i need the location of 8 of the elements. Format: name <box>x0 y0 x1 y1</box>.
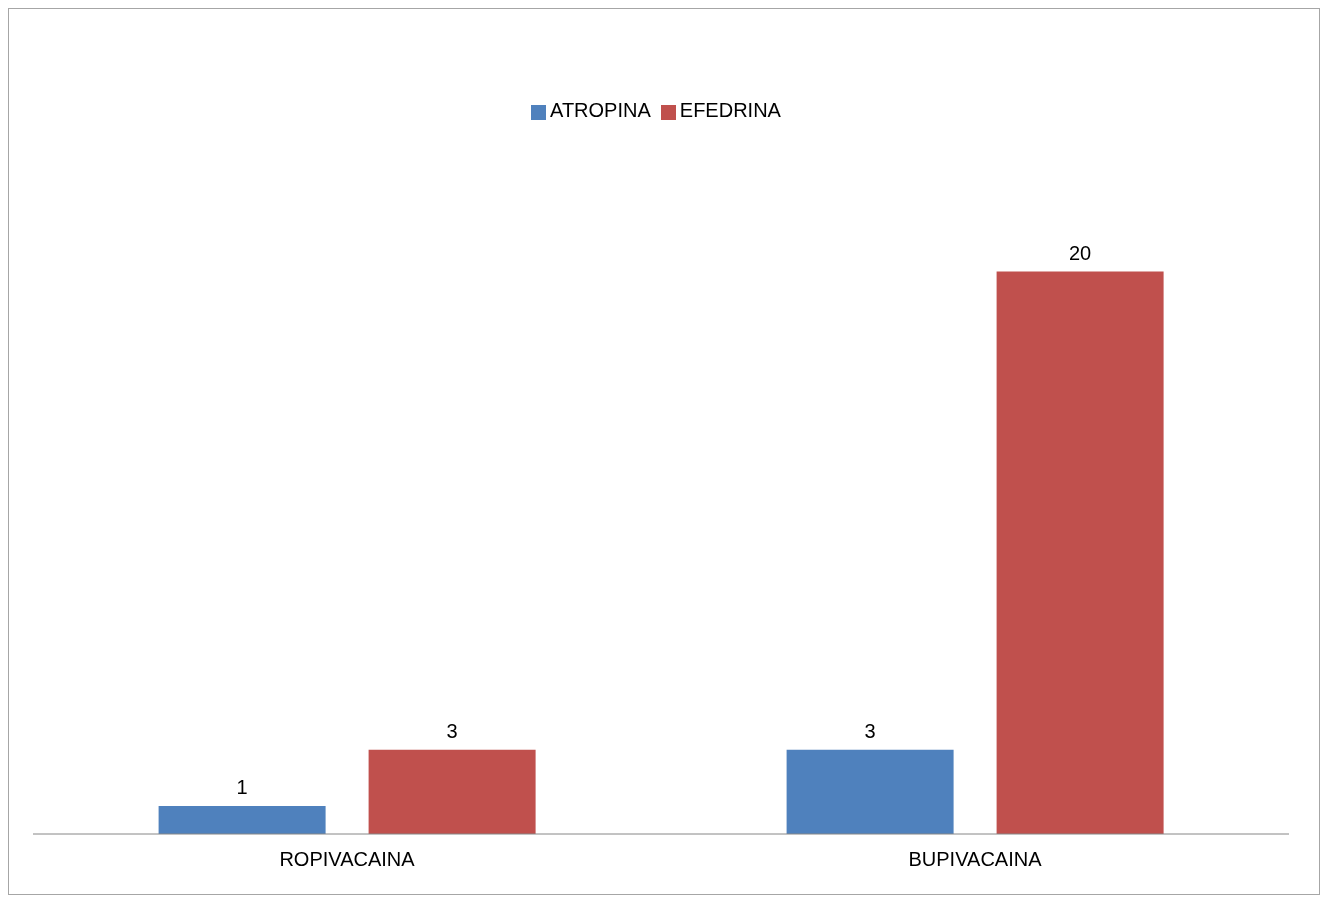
data-label: 3 <box>864 719 876 742</box>
x-tick-label: ROPIVACAINA <box>279 848 416 871</box>
data-label: 3 <box>446 719 458 742</box>
data-label: 20 <box>1068 241 1092 264</box>
legend-label: ATROPINA <box>550 99 651 121</box>
legend-label: EFEDRINA <box>679 99 781 121</box>
data-label: 1 <box>236 775 248 798</box>
x-tick-label: BUPIVACAINA <box>908 848 1043 871</box>
